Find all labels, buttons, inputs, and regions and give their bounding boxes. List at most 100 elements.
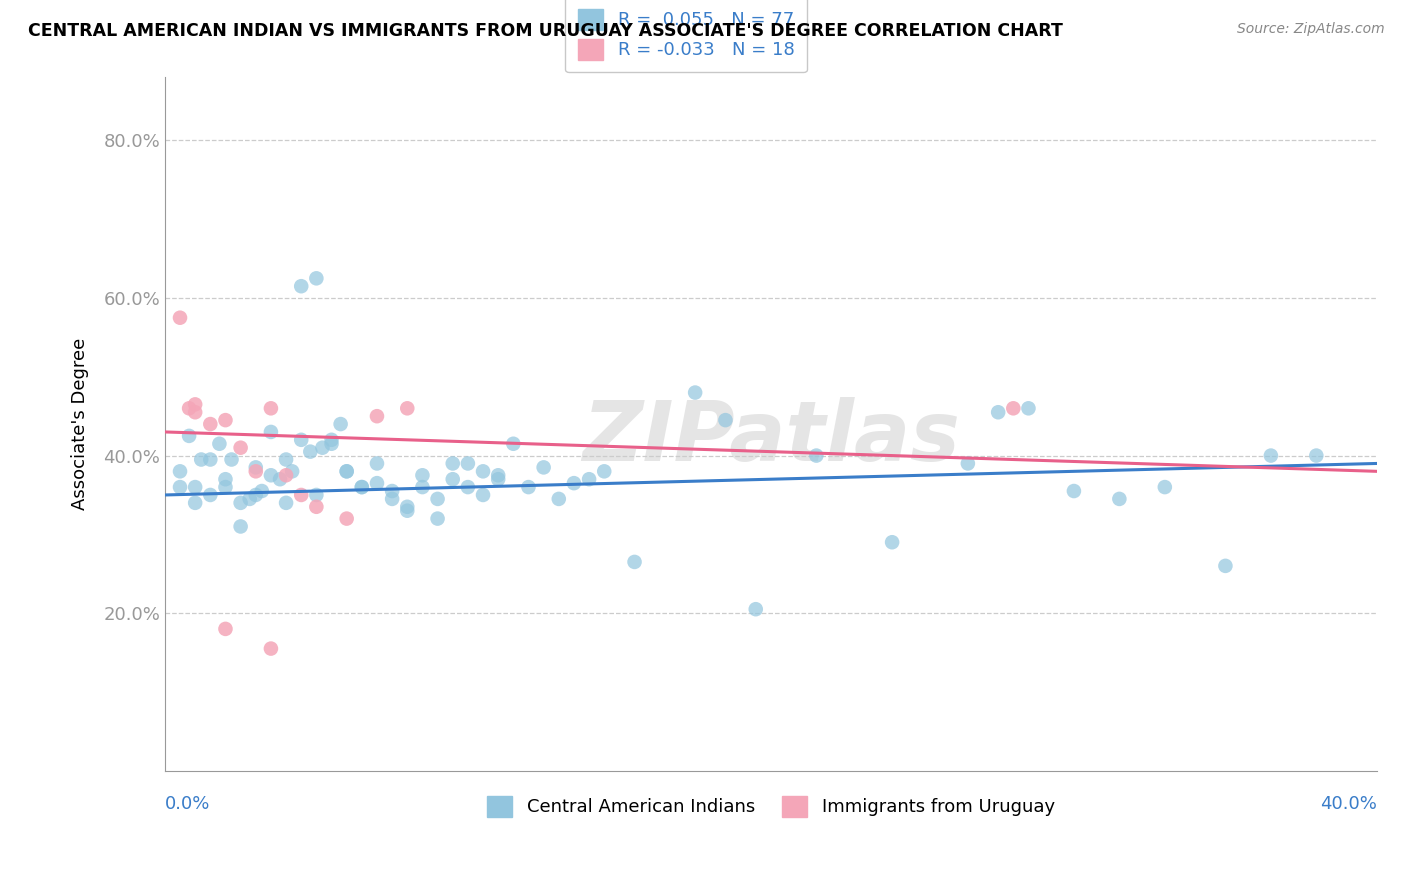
- Point: [593, 464, 616, 478]
- Point: [281, 464, 304, 478]
- Point: [305, 488, 328, 502]
- Text: CENTRAL AMERICAN INDIAN VS IMMIGRANTS FROM URUGUAY ASSOCIATE'S DEGREE CORRELATIO: CENTRAL AMERICAN INDIAN VS IMMIGRANTS FR…: [28, 22, 1063, 40]
- Point: [683, 385, 706, 400]
- Point: [239, 491, 262, 506]
- Point: [1260, 449, 1282, 463]
- Point: [533, 460, 555, 475]
- Y-axis label: Associate's Degree: Associate's Degree: [72, 338, 89, 510]
- Text: 0.0%: 0.0%: [165, 795, 211, 813]
- Point: [336, 464, 359, 478]
- Point: [214, 472, 236, 486]
- Point: [274, 496, 297, 510]
- Point: [457, 480, 479, 494]
- Point: [517, 480, 540, 494]
- Point: [299, 444, 322, 458]
- Point: [1017, 401, 1039, 416]
- Point: [321, 436, 343, 450]
- Point: [274, 452, 297, 467]
- Point: [221, 452, 243, 467]
- Point: [290, 433, 312, 447]
- Point: [486, 468, 509, 483]
- Point: [1215, 558, 1237, 573]
- Point: [169, 480, 191, 494]
- Point: [366, 476, 388, 491]
- Point: [260, 468, 283, 483]
- Point: [1305, 449, 1327, 463]
- Point: [623, 555, 645, 569]
- Point: [426, 491, 449, 506]
- Point: [290, 488, 312, 502]
- Point: [956, 457, 979, 471]
- Point: [229, 441, 252, 455]
- Point: [441, 457, 464, 471]
- Point: [269, 472, 291, 486]
- Point: [472, 488, 495, 502]
- Point: [441, 472, 464, 486]
- Point: [457, 457, 479, 471]
- Point: [502, 436, 524, 450]
- Legend: Central American Indians, Immigrants from Uruguay: Central American Indians, Immigrants fro…: [479, 789, 1062, 824]
- Point: [184, 397, 207, 411]
- Point: [200, 417, 222, 431]
- Point: [714, 413, 737, 427]
- Point: [366, 457, 388, 471]
- Point: [381, 483, 404, 498]
- Point: [336, 464, 359, 478]
- Text: Source: ZipAtlas.com: Source: ZipAtlas.com: [1237, 22, 1385, 37]
- Point: [290, 279, 312, 293]
- Point: [200, 488, 222, 502]
- Point: [1063, 483, 1085, 498]
- Point: [214, 413, 236, 427]
- Point: [486, 472, 509, 486]
- Point: [882, 535, 904, 549]
- Point: [578, 472, 600, 486]
- Point: [260, 401, 283, 416]
- Point: [472, 464, 495, 478]
- Text: 40.0%: 40.0%: [1320, 795, 1376, 813]
- Point: [396, 500, 419, 514]
- Point: [245, 464, 267, 478]
- Point: [190, 452, 212, 467]
- Point: [547, 491, 569, 506]
- Point: [350, 480, 373, 494]
- Point: [396, 504, 419, 518]
- Point: [245, 488, 267, 502]
- Point: [987, 405, 1010, 419]
- Point: [321, 433, 343, 447]
- Point: [260, 641, 283, 656]
- Point: [329, 417, 352, 431]
- Point: [184, 405, 207, 419]
- Point: [336, 511, 359, 525]
- Point: [177, 429, 200, 443]
- Point: [1153, 480, 1175, 494]
- Point: [229, 496, 252, 510]
- Point: [250, 483, 273, 498]
- Point: [229, 519, 252, 533]
- Point: [245, 460, 267, 475]
- Point: [1002, 401, 1025, 416]
- Point: [1108, 491, 1130, 506]
- Point: [274, 468, 297, 483]
- Point: [208, 436, 231, 450]
- Point: [350, 480, 373, 494]
- Point: [169, 310, 191, 325]
- Point: [200, 452, 222, 467]
- Text: ZIPatlas: ZIPatlas: [582, 398, 960, 478]
- Point: [396, 401, 419, 416]
- Point: [177, 401, 200, 416]
- Point: [411, 468, 433, 483]
- Point: [214, 622, 236, 636]
- Point: [260, 425, 283, 439]
- Point: [169, 464, 191, 478]
- Point: [411, 480, 433, 494]
- Point: [305, 500, 328, 514]
- Point: [366, 409, 388, 424]
- Point: [184, 496, 207, 510]
- Point: [806, 449, 828, 463]
- Point: [184, 480, 207, 494]
- Point: [426, 511, 449, 525]
- Point: [381, 491, 404, 506]
- Point: [562, 476, 585, 491]
- Point: [745, 602, 768, 616]
- Point: [311, 441, 333, 455]
